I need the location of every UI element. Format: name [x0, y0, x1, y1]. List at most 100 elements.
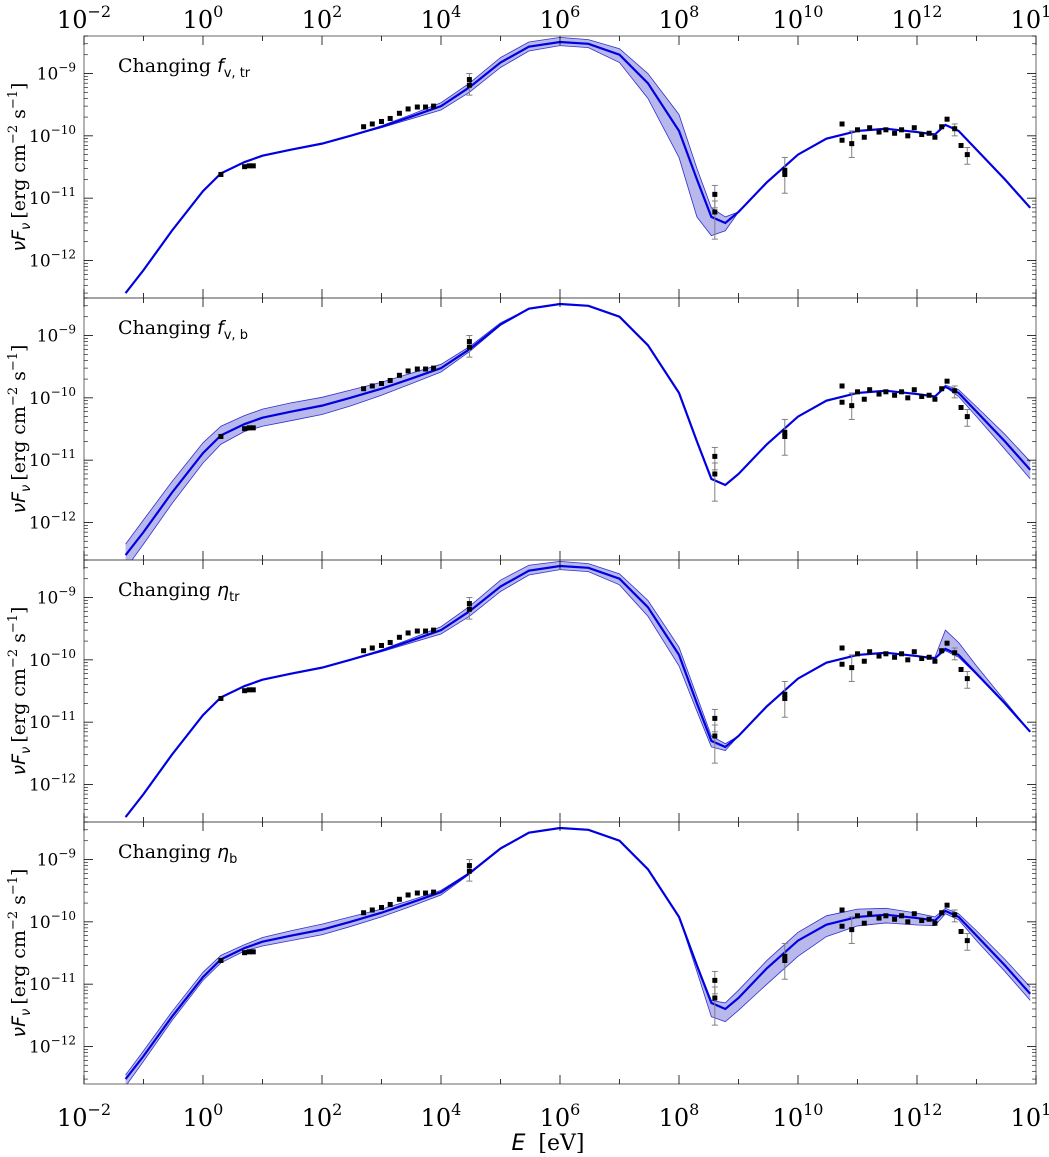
- x-tick-base: 10: [773, 6, 804, 34]
- data-point: [876, 129, 882, 135]
- x-tick-exponent: 2: [332, 1100, 342, 1119]
- data-point: [396, 634, 402, 640]
- y-axis-label-close: ]: [8, 607, 30, 614]
- y-tick-exponent: −11: [51, 447, 76, 461]
- data-point: [361, 648, 367, 654]
- data-point: [405, 368, 411, 374]
- x-tick-base: 10: [57, 6, 88, 34]
- data-point: [867, 649, 873, 655]
- data-point: [396, 110, 402, 116]
- y-tick-exponent: −12: [51, 1033, 76, 1047]
- data-point: [839, 399, 845, 405]
- x-tick-exponent: 12: [922, 1100, 942, 1119]
- x-tick-label: 1010: [773, 2, 824, 34]
- data-point: [905, 657, 911, 663]
- data-point: [369, 121, 375, 127]
- data-point: [926, 130, 932, 136]
- x-tick-base: 10: [183, 1104, 214, 1132]
- x-tick-label: 1012: [892, 2, 943, 34]
- data-point: [919, 132, 925, 138]
- data-point: [855, 389, 860, 395]
- y-tick-label: 10−10: [29, 909, 76, 933]
- data-point: [839, 661, 845, 667]
- data-point: [867, 125, 873, 131]
- panel-plot-area: [124, 36, 1032, 294]
- data-point: [396, 896, 402, 902]
- data-point: [379, 642, 384, 648]
- data-point: [919, 918, 925, 924]
- x-tick-exponent: 12: [922, 2, 942, 21]
- y-tick-exponent: −9: [58, 61, 76, 75]
- data-point: [246, 425, 252, 431]
- x-tick-base: 10: [421, 6, 452, 34]
- y-tick-base: 10: [29, 713, 51, 733]
- panel-title-symbol: η: [217, 841, 229, 863]
- x-tick-label: 106: [540, 2, 581, 34]
- y-axis-label: νFν [erg cm−2 s−1]: [6, 83, 34, 252]
- data-point: [361, 124, 367, 130]
- data-point: [712, 977, 718, 983]
- y-tick-base: 10: [29, 775, 51, 795]
- top-x-tick-labels: 10−2100102104106108101010121014: [57, 2, 1049, 34]
- panel-title-symbol: f: [217, 317, 227, 339]
- data-point: [958, 404, 964, 410]
- x-tick-label: 104: [421, 2, 462, 34]
- data-point: [414, 366, 420, 372]
- y-axis-label-close: ]: [8, 83, 30, 90]
- y-axis-label-symbol: νF: [8, 1015, 30, 1038]
- data-point: [932, 658, 938, 664]
- x-tick-exponent: 10: [803, 2, 823, 21]
- y-tick-exponent: −12: [51, 247, 76, 261]
- y-axis-label-exp2: −1: [6, 90, 21, 109]
- x-tick-base: 10: [540, 1104, 571, 1132]
- data-point: [939, 648, 945, 654]
- data-point: [782, 167, 788, 173]
- y-axis-label-close: ]: [8, 869, 30, 876]
- x-tick-exponent: 10: [803, 1100, 823, 1119]
- data-point: [905, 919, 911, 925]
- data-point: [839, 121, 845, 127]
- data-point: [883, 127, 889, 133]
- data-point: [952, 912, 958, 918]
- data-point: [466, 339, 472, 345]
- y-tick-base: 10: [29, 975, 51, 995]
- data-point: [782, 171, 788, 177]
- y-axis-label-close: ]: [8, 345, 30, 352]
- y-tick-label: 10−11: [29, 185, 76, 209]
- y-axis-label-symbol: νF: [8, 753, 30, 776]
- data-point: [911, 911, 917, 917]
- data-point: [944, 902, 950, 908]
- data-point: [911, 125, 917, 131]
- band-upper-edge: [125, 560, 1031, 818]
- data-point: [952, 126, 958, 132]
- y-tick-label: 10−12: [29, 771, 76, 795]
- data-point: [944, 378, 950, 384]
- data-point: [932, 134, 938, 140]
- x-tick-exponent: 8: [689, 1100, 699, 1119]
- band-lower-edge: [125, 569, 1031, 818]
- y-tick-label: 10−9: [37, 61, 76, 85]
- data-point: [218, 695, 224, 701]
- data-point: [782, 953, 788, 959]
- model-line: [124, 826, 1032, 1080]
- y-tick-label: 10−11: [29, 971, 76, 995]
- data-point: [899, 913, 905, 919]
- data-point: [952, 650, 958, 656]
- data-point: [431, 365, 437, 371]
- data-point: [379, 118, 384, 124]
- data-point: [250, 687, 256, 693]
- data-point: [712, 995, 718, 1001]
- data-point: [387, 115, 393, 121]
- data-point: [919, 394, 925, 400]
- data-point: [782, 433, 788, 439]
- data-point: [905, 395, 911, 401]
- data-point: [883, 389, 889, 395]
- data-point: [466, 868, 472, 874]
- y-tick-exponent: −10: [51, 909, 76, 923]
- data-point: [431, 889, 437, 895]
- data-point: [849, 665, 855, 671]
- x-tick-exponent: −2: [87, 1100, 111, 1119]
- data-point: [911, 649, 917, 655]
